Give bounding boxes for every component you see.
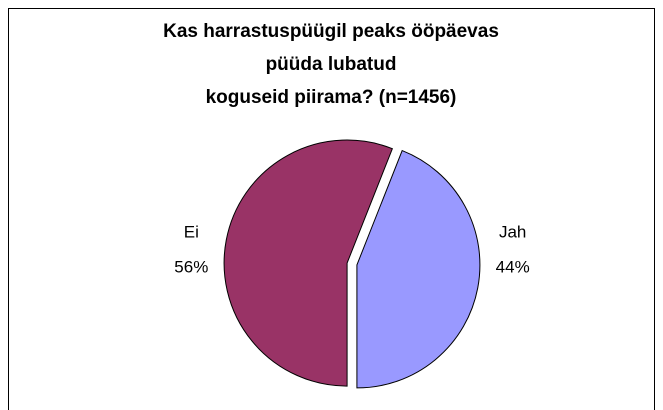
slice-label: Jah <box>499 222 526 241</box>
slice-label: Ei <box>184 222 199 241</box>
slice-value-label: 44% <box>496 257 530 276</box>
pie-slice <box>356 149 481 389</box>
chart-title: püüda lubatud <box>266 54 397 75</box>
slice-value-label: 56% <box>174 257 208 276</box>
pie-slice <box>223 139 394 387</box>
chart-title: Kas harrastuspüügil peaks ööpäevas <box>163 21 499 42</box>
chart-title: koguseid piirama? (n=1456) <box>206 87 457 108</box>
